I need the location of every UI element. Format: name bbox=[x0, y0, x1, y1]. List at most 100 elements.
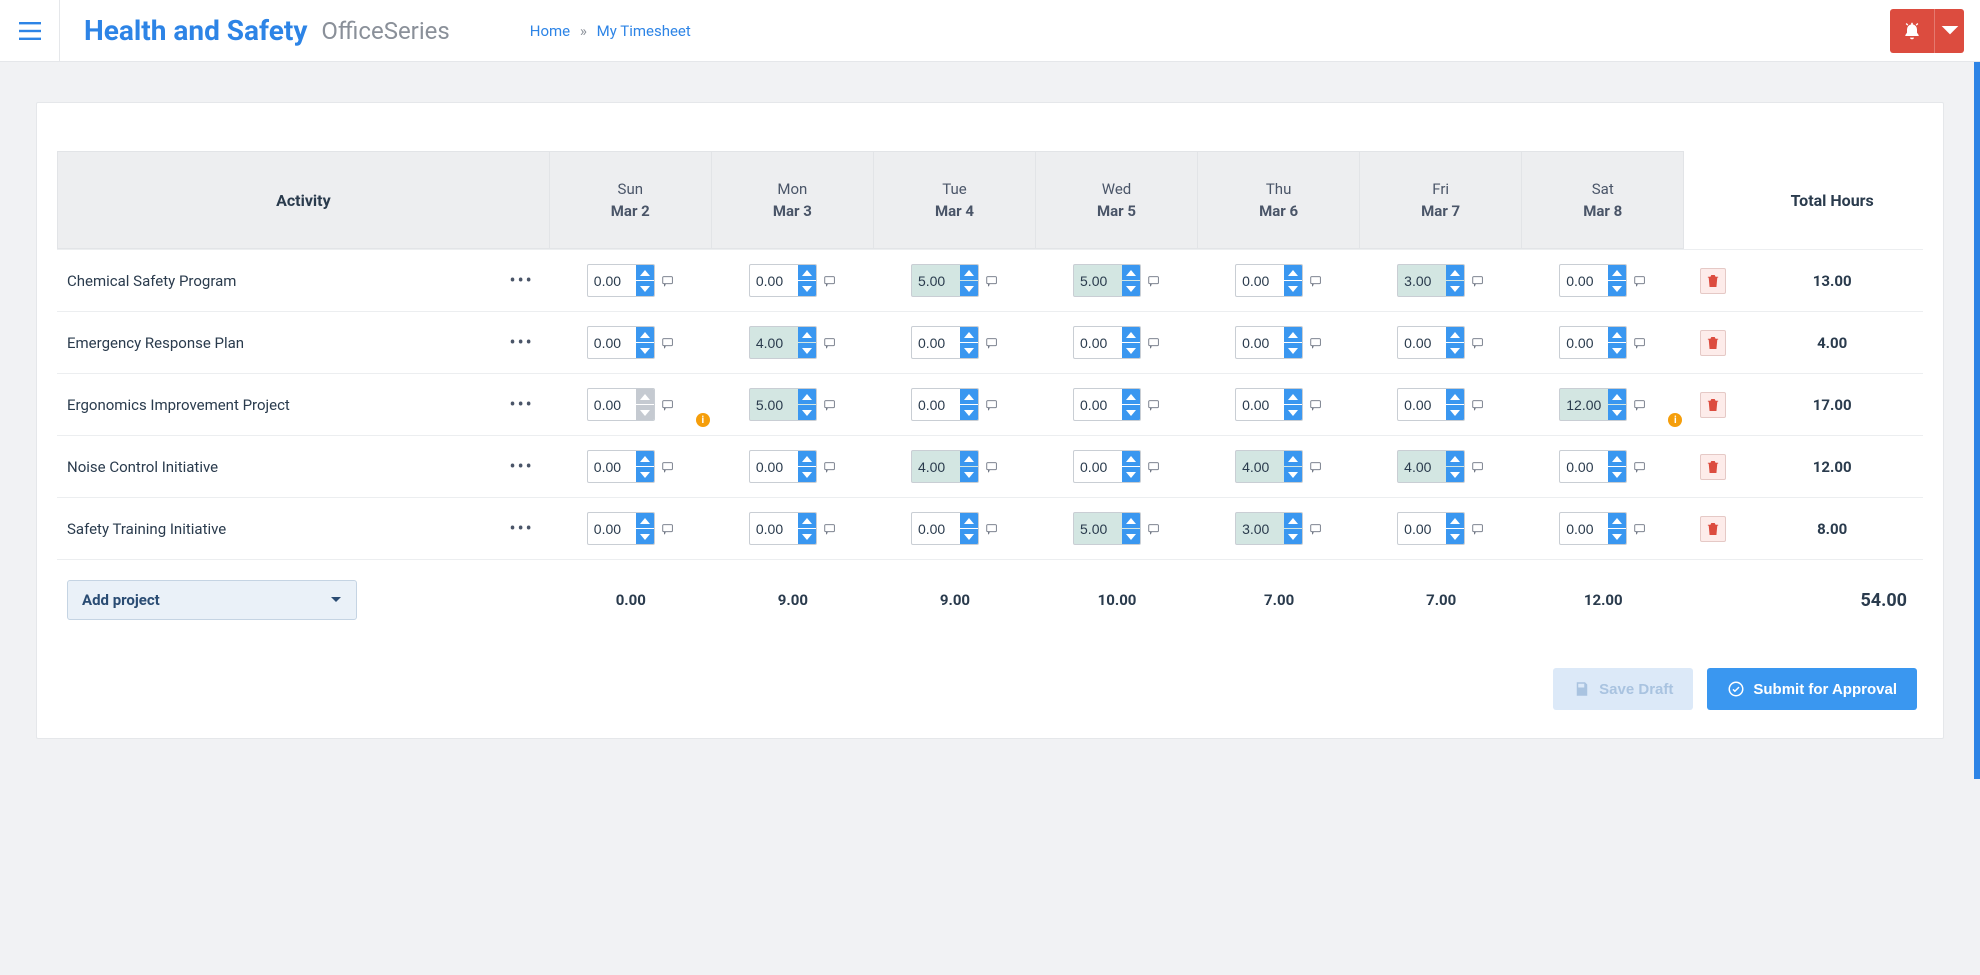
hours-input[interactable] bbox=[1236, 265, 1284, 296]
alerts-dropdown[interactable] bbox=[1934, 9, 1964, 53]
spin-up[interactable] bbox=[960, 451, 978, 466]
spin-up[interactable] bbox=[1608, 451, 1626, 466]
spin-up[interactable] bbox=[1608, 327, 1626, 342]
spin-up[interactable] bbox=[1284, 327, 1302, 342]
hours-input[interactable] bbox=[750, 327, 798, 358]
spin-down[interactable] bbox=[1608, 529, 1626, 544]
spin-down[interactable] bbox=[798, 467, 816, 482]
hours-input[interactable] bbox=[750, 389, 798, 420]
spin-down[interactable] bbox=[798, 281, 816, 296]
spin-up[interactable] bbox=[636, 327, 654, 342]
spin-down[interactable] bbox=[1446, 405, 1464, 420]
hours-input[interactable] bbox=[750, 451, 798, 482]
note-icon[interactable] bbox=[1471, 460, 1485, 474]
spin-up[interactable] bbox=[1446, 265, 1464, 280]
spin-up[interactable] bbox=[798, 451, 816, 466]
spin-up[interactable] bbox=[1284, 513, 1302, 528]
spin-up[interactable] bbox=[636, 265, 654, 280]
spin-up[interactable] bbox=[798, 265, 816, 280]
spin-down[interactable] bbox=[636, 343, 654, 358]
spin-up[interactable] bbox=[1608, 265, 1626, 280]
note-icon[interactable] bbox=[985, 274, 999, 288]
note-icon[interactable] bbox=[1633, 460, 1647, 474]
hours-input[interactable] bbox=[1074, 327, 1122, 358]
hours-input[interactable] bbox=[588, 327, 636, 358]
hours-input[interactable] bbox=[1398, 513, 1446, 544]
spin-down[interactable] bbox=[798, 343, 816, 358]
spin-up[interactable] bbox=[1122, 451, 1140, 466]
delete-row-button[interactable] bbox=[1700, 268, 1726, 294]
delete-row-button[interactable] bbox=[1700, 392, 1726, 418]
spin-up[interactable] bbox=[1284, 451, 1302, 466]
delete-row-button[interactable] bbox=[1700, 454, 1726, 480]
spin-down[interactable] bbox=[798, 529, 816, 544]
hours-input[interactable] bbox=[1398, 451, 1446, 482]
note-icon[interactable] bbox=[823, 398, 837, 412]
note-icon[interactable] bbox=[1309, 460, 1323, 474]
note-icon[interactable] bbox=[661, 274, 675, 288]
hours-input[interactable] bbox=[1560, 327, 1608, 358]
note-icon[interactable] bbox=[1633, 336, 1647, 350]
row-more-menu[interactable]: ••• bbox=[510, 332, 534, 353]
spin-up[interactable] bbox=[636, 389, 654, 404]
spin-down[interactable] bbox=[960, 343, 978, 358]
spin-down[interactable] bbox=[636, 467, 654, 482]
spin-up[interactable] bbox=[1608, 513, 1626, 528]
note-icon[interactable] bbox=[1309, 336, 1323, 350]
spin-down[interactable] bbox=[960, 467, 978, 482]
spin-up[interactable] bbox=[798, 327, 816, 342]
note-icon[interactable] bbox=[823, 460, 837, 474]
hours-input[interactable] bbox=[588, 389, 636, 420]
note-icon[interactable] bbox=[1471, 398, 1485, 412]
breadcrumb-current[interactable]: My Timesheet bbox=[597, 22, 691, 40]
row-more-menu[interactable]: ••• bbox=[510, 270, 534, 291]
note-icon[interactable] bbox=[1147, 274, 1161, 288]
spin-down[interactable] bbox=[636, 529, 654, 544]
spin-down[interactable] bbox=[1122, 529, 1140, 544]
spin-up[interactable] bbox=[798, 389, 816, 404]
spin-up[interactable] bbox=[636, 513, 654, 528]
spin-down[interactable] bbox=[1284, 405, 1302, 420]
note-icon[interactable] bbox=[1147, 336, 1161, 350]
spin-up[interactable] bbox=[960, 389, 978, 404]
hours-input[interactable] bbox=[1236, 513, 1284, 544]
row-more-menu[interactable]: ••• bbox=[510, 394, 534, 415]
spin-down[interactable] bbox=[1608, 281, 1626, 296]
hours-input[interactable] bbox=[588, 513, 636, 544]
delete-row-button[interactable] bbox=[1700, 330, 1726, 356]
hours-input[interactable] bbox=[1236, 389, 1284, 420]
hours-input[interactable] bbox=[750, 265, 798, 296]
hours-input[interactable] bbox=[912, 389, 960, 420]
note-icon[interactable] bbox=[985, 522, 999, 536]
add-project-dropdown[interactable]: Add project bbox=[67, 580, 357, 620]
spin-down[interactable] bbox=[1446, 529, 1464, 544]
spin-down[interactable] bbox=[636, 405, 654, 420]
spin-down[interactable] bbox=[1122, 281, 1140, 296]
spin-up[interactable] bbox=[1446, 327, 1464, 342]
hours-input[interactable] bbox=[912, 327, 960, 358]
spin-down[interactable] bbox=[1608, 343, 1626, 358]
hours-input[interactable] bbox=[1074, 265, 1122, 296]
note-icon[interactable] bbox=[661, 336, 675, 350]
spin-up[interactable] bbox=[960, 327, 978, 342]
spin-up[interactable] bbox=[798, 513, 816, 528]
spin-down[interactable] bbox=[960, 529, 978, 544]
submit-button[interactable]: Submit for Approval bbox=[1707, 668, 1917, 710]
spin-up[interactable] bbox=[1284, 389, 1302, 404]
spin-down[interactable] bbox=[1608, 405, 1626, 420]
note-icon[interactable] bbox=[661, 460, 675, 474]
hours-input[interactable] bbox=[1074, 451, 1122, 482]
note-icon[interactable] bbox=[1471, 274, 1485, 288]
hours-input[interactable] bbox=[1560, 389, 1608, 420]
spin-down[interactable] bbox=[1122, 343, 1140, 358]
note-icon[interactable] bbox=[985, 460, 999, 474]
note-icon[interactable] bbox=[1633, 274, 1647, 288]
spin-up[interactable] bbox=[1122, 513, 1140, 528]
spin-up[interactable] bbox=[1608, 389, 1626, 404]
hours-input[interactable] bbox=[1398, 327, 1446, 358]
spin-down[interactable] bbox=[1284, 281, 1302, 296]
menu-toggle[interactable] bbox=[0, 0, 60, 62]
note-icon[interactable] bbox=[1633, 398, 1647, 412]
spin-down[interactable] bbox=[798, 405, 816, 420]
hours-input[interactable] bbox=[1560, 513, 1608, 544]
